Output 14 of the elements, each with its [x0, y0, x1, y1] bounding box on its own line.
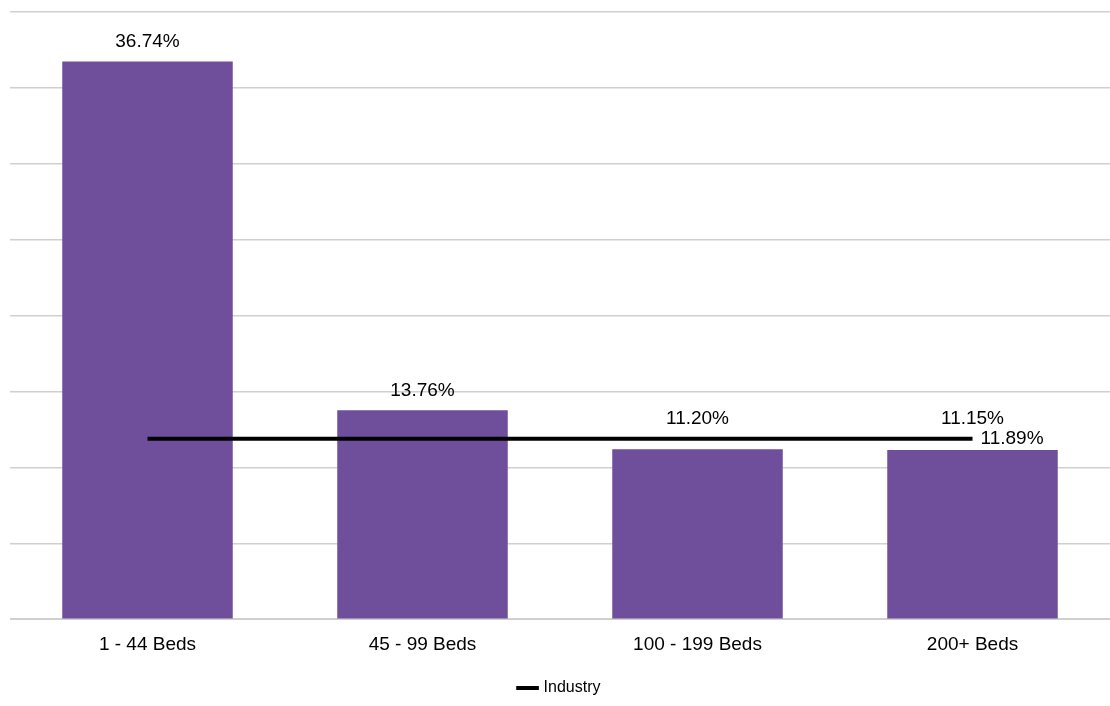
bar [887, 449, 1058, 619]
data-label: 11.89% [980, 426, 1044, 448]
bar [612, 449, 783, 619]
data-label: 13.76% [390, 379, 455, 401]
data-label: 11.20% [665, 407, 730, 429]
x-tick-label: 200+ Beds [926, 632, 1019, 654]
data-label: 11.15% [940, 407, 1005, 429]
x-tick-label: 1 - 44 Beds [98, 632, 197, 654]
x-tick-label: 45 - 99 Beds [368, 632, 477, 654]
bar [337, 410, 508, 619]
bar [62, 61, 233, 619]
x-tick-label: 100 - 199 Beds [633, 632, 762, 654]
legend-label: Industry [543, 678, 601, 696]
data-label: 36.74% [115, 30, 180, 52]
